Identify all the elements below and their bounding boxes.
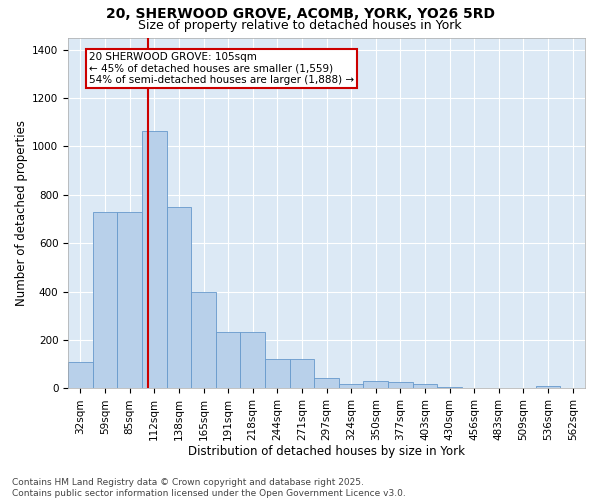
Bar — [265, 360, 290, 388]
X-axis label: Distribution of detached houses by size in York: Distribution of detached houses by size … — [188, 444, 465, 458]
Y-axis label: Number of detached properties: Number of detached properties — [15, 120, 28, 306]
Bar — [118, 212, 142, 388]
Bar — [216, 332, 241, 388]
Text: 20, SHERWOOD GROVE, ACOMB, YORK, YO26 5RD: 20, SHERWOOD GROVE, ACOMB, YORK, YO26 5R… — [106, 8, 494, 22]
Bar — [241, 332, 265, 388]
Bar — [290, 360, 314, 388]
Bar — [413, 384, 437, 388]
Text: Size of property relative to detached houses in York: Size of property relative to detached ho… — [138, 18, 462, 32]
Bar — [142, 130, 167, 388]
Bar — [167, 207, 191, 388]
Bar — [364, 381, 388, 388]
Text: Contains HM Land Registry data © Crown copyright and database right 2025.
Contai: Contains HM Land Registry data © Crown c… — [12, 478, 406, 498]
Text: 20 SHERWOOD GROVE: 105sqm
← 45% of detached houses are smaller (1,559)
54% of se: 20 SHERWOOD GROVE: 105sqm ← 45% of detac… — [89, 52, 354, 85]
Bar — [191, 292, 216, 388]
Bar — [339, 384, 364, 388]
Bar — [68, 362, 93, 388]
Bar — [93, 212, 118, 388]
Bar — [388, 382, 413, 388]
Bar — [536, 386, 560, 388]
Bar — [314, 378, 339, 388]
